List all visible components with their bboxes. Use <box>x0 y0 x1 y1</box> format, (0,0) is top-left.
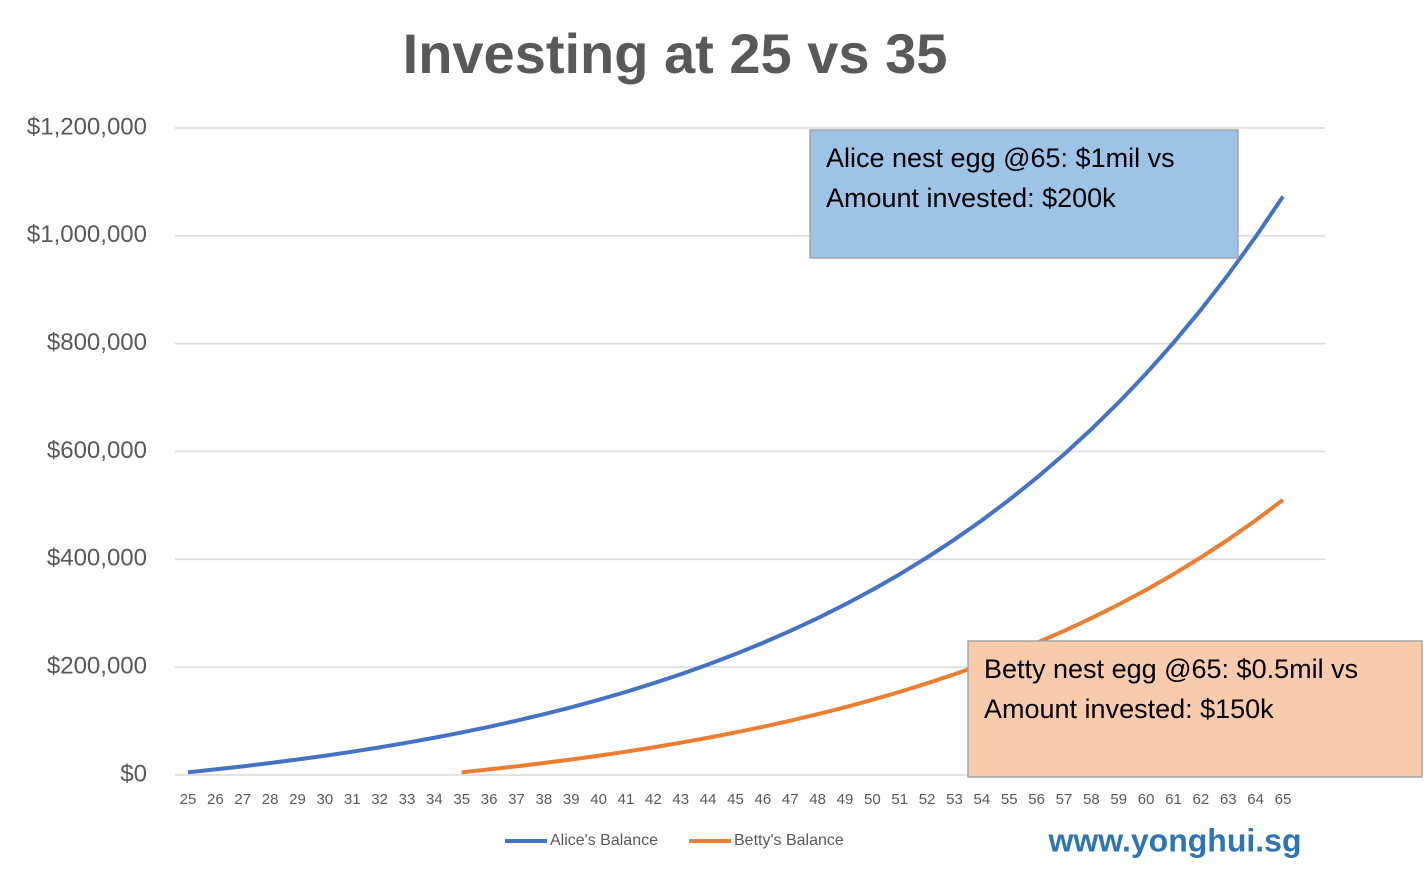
x-tick-label: 49 <box>837 791 854 808</box>
x-tick-label: 25 <box>180 791 197 808</box>
x-tick-label: 53 <box>946 791 963 808</box>
x-tick-label: 59 <box>1110 791 1127 808</box>
x-tick-label: 58 <box>1083 791 1100 808</box>
y-tick-label: $1,200,000 <box>27 113 147 140</box>
y-tick-label: $1,000,000 <box>27 221 147 248</box>
x-tick-label: 52 <box>919 791 936 808</box>
x-tick-label: 51 <box>891 791 908 808</box>
x-tick-label: 29 <box>289 791 306 808</box>
x-tick-label: 60 <box>1138 791 1155 808</box>
annotation-text: Amount invested: $200k <box>826 183 1116 213</box>
x-tick-label: 37 <box>508 791 525 808</box>
x-tick-label: 34 <box>426 791 443 808</box>
x-tick-label: 46 <box>755 791 772 808</box>
x-tick-label: 39 <box>563 791 580 808</box>
y-tick-label: $0 <box>120 760 147 787</box>
y-tick-label: $400,000 <box>47 545 147 572</box>
x-tick-label: 50 <box>864 791 881 808</box>
x-tick-label: 45 <box>727 791 744 808</box>
chart-title: Investing at 25 vs 35 <box>403 22 948 85</box>
series-line <box>187 195 1285 775</box>
x-tick-label: 57 <box>1056 791 1073 808</box>
x-tick-label: 28 <box>262 791 279 808</box>
x-tick-label: 65 <box>1275 791 1292 808</box>
y-tick-label: $200,000 <box>47 653 147 680</box>
series-line <box>461 498 1285 775</box>
x-tick-label: 54 <box>974 791 991 808</box>
x-tick-label: 27 <box>234 791 251 808</box>
legend-label: Betty's Balance <box>734 832 844 849</box>
y-tick-label: $600,000 <box>47 437 147 464</box>
x-tick-label: 38 <box>536 791 553 808</box>
x-tick-label: 40 <box>590 791 607 808</box>
annotation-box <box>967 640 1423 778</box>
annotation-box <box>809 129 1239 259</box>
x-tick-label: 32 <box>371 791 388 808</box>
x-tick-label: 44 <box>700 791 717 808</box>
x-tick-label: 61 <box>1165 791 1182 808</box>
x-tick-label: 35 <box>453 791 470 808</box>
x-tick-label: 30 <box>317 791 334 808</box>
x-tick-label: 55 <box>1001 791 1018 808</box>
x-tick-label: 56 <box>1028 791 1045 808</box>
legend-label: Alice's Balance <box>550 832 658 849</box>
annotation-text: Alice nest egg @65: $1mil vs <box>826 143 1175 173</box>
x-tick-label: 48 <box>809 791 826 808</box>
x-tick-label: 33 <box>399 791 416 808</box>
y-tick-label: $800,000 <box>47 329 147 356</box>
x-tick-label: 63 <box>1220 791 1237 808</box>
x-tick-label: 42 <box>645 791 662 808</box>
x-tick-label: 43 <box>672 791 689 808</box>
x-tick-label: 41 <box>618 791 635 808</box>
annotation-text: Amount invested: $150k <box>984 694 1274 724</box>
x-tick-label: 26 <box>207 791 224 808</box>
x-tick-label: 36 <box>481 791 498 808</box>
annotation-text: Betty nest egg @65: $0.5mil vs <box>984 654 1358 684</box>
x-tick-label: 31 <box>344 791 361 808</box>
watermark: www.yonghui.sg <box>1047 822 1301 858</box>
x-tick-label: 62 <box>1193 791 1210 808</box>
x-tick-label: 64 <box>1247 791 1264 808</box>
x-tick-label: 47 <box>782 791 799 808</box>
